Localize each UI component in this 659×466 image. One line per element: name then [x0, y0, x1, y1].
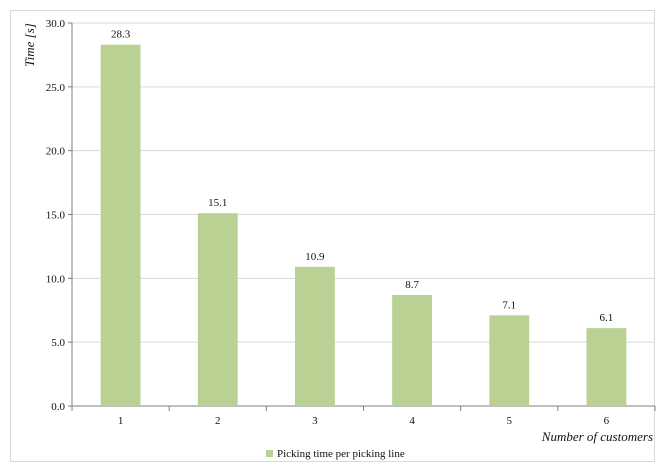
data-label: 7.1 — [502, 299, 516, 311]
legend-label-picking-time: Picking time per picking line — [277, 448, 405, 460]
bar — [392, 294, 433, 406]
data-label: 8.7 — [405, 279, 419, 291]
bar — [294, 266, 335, 406]
bar — [489, 315, 530, 406]
y-tick-label: 20.0 — [46, 146, 66, 158]
y-tick-label: 25.0 — [46, 82, 66, 94]
data-labels: 28.3 15.1 10.9 8.7 7.1 6.1 — [111, 29, 613, 324]
y-tick-label: 5.0 — [51, 337, 65, 349]
y-tick-label: 30.0 — [46, 18, 66, 30]
x-tick-label: 1 — [118, 415, 124, 427]
x-axis-title: Number of customers — [541, 429, 653, 444]
bar — [586, 328, 627, 406]
legend: Picking time per picking line — [266, 448, 405, 460]
bars — [100, 44, 627, 406]
data-label: 28.3 — [111, 29, 131, 41]
x-tick-label: 2 — [215, 415, 221, 427]
x-tick-label: 3 — [312, 415, 318, 427]
y-axis-title: Time [s] — [22, 23, 37, 67]
data-label: 10.9 — [305, 251, 325, 263]
x-tick-labels: 1 2 3 4 5 6 — [71, 406, 656, 427]
data-label: 15.1 — [208, 197, 227, 209]
y-tick-label: 15.0 — [46, 210, 66, 222]
x-tick-label: 5 — [507, 415, 513, 427]
y-tick-label: 10.0 — [46, 273, 66, 285]
bar — [100, 44, 141, 406]
x-tick-label: 4 — [409, 415, 415, 427]
legend-swatch-picking-time — [266, 450, 273, 457]
bar — [197, 213, 238, 406]
y-tick-label: 0.0 — [51, 401, 65, 413]
gridlines — [72, 22, 655, 343]
data-label: 6.1 — [600, 312, 614, 324]
x-tick-label: 6 — [604, 415, 610, 427]
y-tick-labels: 0.0 5.0 10.0 15.0 20.0 25.0 30.0 — [46, 18, 72, 413]
